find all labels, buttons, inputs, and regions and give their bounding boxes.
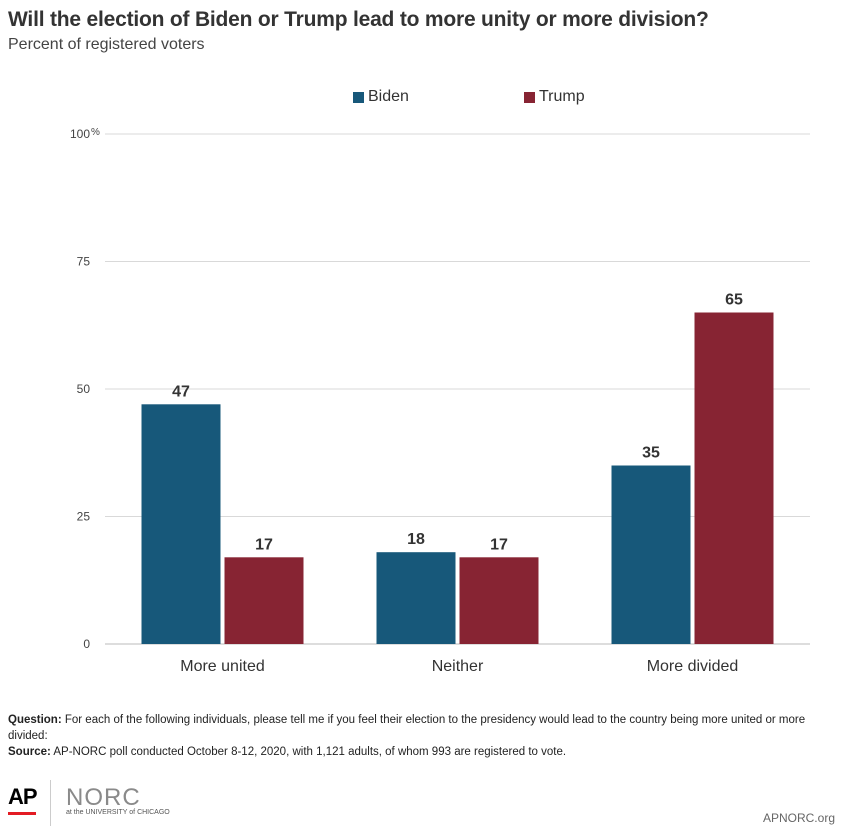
norc-logo-subtitle: at the UNIVERSITY of CHICAGO bbox=[66, 809, 170, 816]
data-label-trump-0: 17 bbox=[255, 536, 273, 553]
y-tick-label-50: 50 bbox=[77, 382, 91, 396]
y-tick-label-25: 25 bbox=[77, 510, 91, 524]
x-category-label-2: More divided bbox=[647, 658, 739, 675]
data-label-trump-1: 17 bbox=[490, 536, 508, 553]
chart-title: Will the election of Biden or Trump lead… bbox=[8, 8, 709, 31]
bar-trump-1 bbox=[459, 557, 539, 644]
data-label-biden-1: 18 bbox=[407, 531, 425, 548]
y-tick-label-0: 0 bbox=[83, 637, 90, 651]
legend-item-trump: Trump bbox=[524, 88, 585, 106]
bar-trump-0 bbox=[224, 557, 304, 644]
ap-logo-bar bbox=[8, 812, 36, 815]
source-text: AP-NORC poll conducted October 8-12, 202… bbox=[50, 746, 567, 758]
y-tick-label-100: 100 bbox=[70, 127, 90, 141]
source-note: Source: AP-NORC poll conducted October 8… bbox=[8, 744, 838, 760]
source-label: Source: bbox=[8, 746, 51, 758]
norc-logo-text: NORC bbox=[66, 784, 141, 811]
logo-divider bbox=[50, 780, 51, 826]
bar-biden-2 bbox=[611, 465, 691, 644]
y-tick-label-75: 75 bbox=[77, 255, 91, 269]
data-label-biden-2: 35 bbox=[642, 445, 660, 462]
bar-chart: 0 25 50 75 100 % 47 17 More united 18 17 Neither 35 6… bbox=[70, 127, 810, 675]
y-unit-symbol: % bbox=[91, 127, 100, 138]
norc-logo: NORC bbox=[66, 784, 141, 812]
legend-label-trump: Trump bbox=[539, 88, 585, 105]
legend-swatch-biden bbox=[353, 91, 364, 103]
question-note: Question: For each of the following indi… bbox=[8, 712, 838, 744]
legend: Biden Trump bbox=[0, 88, 843, 108]
question-label: Question: bbox=[8, 714, 62, 726]
site-url: APNORC.org bbox=[762, 811, 835, 825]
chart-subtitle: Percent of registered voters bbox=[8, 36, 205, 53]
data-label-biden-0: 47 bbox=[172, 383, 190, 400]
x-category-label-0: More united bbox=[180, 658, 265, 675]
question-text: For each of the following individuals, p… bbox=[8, 714, 806, 742]
x-category-label-1: Neither bbox=[432, 658, 484, 675]
legend-label-biden: Biden bbox=[368, 88, 409, 105]
bar-trump-2 bbox=[694, 312, 774, 644]
data-label-trump-2: 65 bbox=[725, 292, 743, 309]
legend-item-biden: Biden bbox=[353, 88, 409, 106]
bar-biden-1 bbox=[376, 552, 456, 644]
legend-swatch-trump bbox=[524, 91, 535, 103]
notes: Question: For each of the following indi… bbox=[8, 712, 838, 760]
bar-biden-0 bbox=[141, 404, 221, 644]
ap-logo: AP bbox=[8, 784, 38, 809]
